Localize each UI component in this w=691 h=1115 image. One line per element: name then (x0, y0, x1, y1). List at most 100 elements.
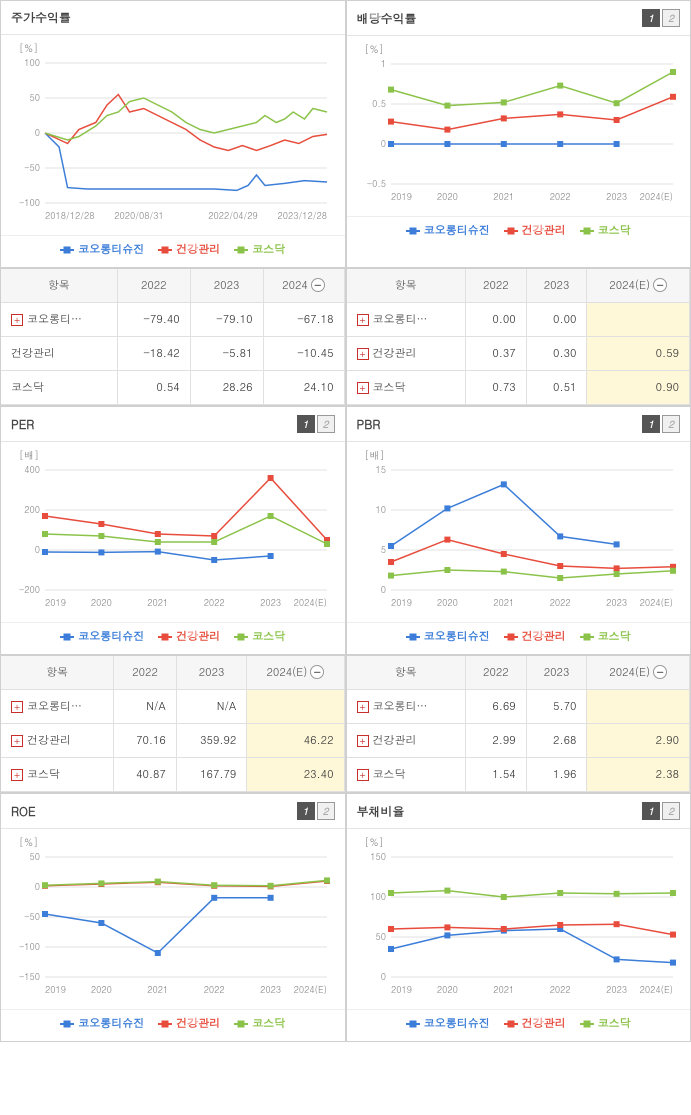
svg-text:100: 100 (24, 56, 40, 69)
svg-text:2023: 2023 (260, 596, 281, 609)
legend-item: 코스닥 (580, 1016, 631, 1031)
tab-1[interactable]: 1 (297, 415, 315, 433)
row-label: +코오롱티… (347, 303, 466, 337)
tab-1[interactable]: 1 (642, 802, 660, 820)
cell: 23.40 (247, 758, 344, 792)
cell: -18.42 (117, 337, 190, 371)
expand-icon[interactable]: + (357, 735, 369, 747)
legend-swatch (580, 230, 594, 232)
tab-2[interactable]: 2 (317, 802, 335, 820)
svg-text:-50: -50 (24, 910, 40, 923)
expand-icon[interactable]: + (11, 735, 23, 747)
svg-text:2022: 2022 (549, 983, 570, 996)
svg-text:-100: -100 (19, 196, 40, 209)
row-label: +코스닥 (347, 758, 466, 792)
col-header: 2023 (176, 656, 246, 690)
cell: 1.54 (466, 758, 527, 792)
legend-label: 코오롱티슈진 (78, 629, 144, 644)
tab-2[interactable]: 2 (662, 9, 680, 27)
panel-title: ROE (11, 803, 36, 820)
view-tabs: 12 (642, 415, 680, 433)
collapse-icon[interactable]: − (653, 278, 667, 292)
svg-text:0: 0 (35, 126, 40, 139)
table-row: +코스닥40.87167.7923.40 (1, 758, 344, 792)
cell: 24.10 (263, 371, 344, 405)
cell: 5.70 (526, 690, 587, 724)
expand-icon[interactable]: + (357, 314, 369, 326)
legend-swatch (60, 1023, 74, 1025)
svg-text:2023: 2023 (606, 983, 627, 996)
legend-label: 코오롱티슈진 (78, 242, 144, 257)
chart-legend: 코오롱티슈진건강관리코스닥 (1, 235, 345, 267)
collapse-icon[interactable]: − (653, 665, 667, 679)
chart-panel-per: PER 12 [배]-2000200400201920202021202220232… (0, 406, 346, 655)
row-label: +건강관리 (347, 724, 466, 758)
data-table: 항목202220232024(E)−+코오롱티…0.000.00+건강관리0.3… (347, 269, 691, 405)
cell (247, 690, 344, 724)
legend-swatch (504, 230, 518, 232)
table-panel-t4: 항목202220232024(E)−+코오롱티…6.695.70+건강관리2.9… (346, 655, 691, 793)
tab-2[interactable]: 2 (317, 415, 335, 433)
legend-swatch (580, 636, 594, 638)
svg-text:2021: 2021 (493, 983, 514, 996)
panel-header: 주가수익률 (1, 1, 345, 35)
view-tabs: 12 (642, 9, 680, 27)
expand-icon[interactable]: + (357, 701, 369, 713)
col-header: 항목 (1, 269, 117, 303)
cell: 70.16 (114, 724, 177, 758)
cell: 0.51 (526, 371, 587, 405)
legend-item: 코오롱티슈진 (406, 1016, 490, 1031)
svg-text:2022: 2022 (204, 983, 225, 996)
svg-text:2024(E): 2024(E) (639, 190, 672, 203)
svg-text:0: 0 (380, 137, 385, 150)
svg-text:2021: 2021 (147, 983, 168, 996)
svg-text:2024(E): 2024(E) (639, 596, 672, 609)
svg-text:0.5: 0.5 (372, 97, 386, 110)
svg-text:2020: 2020 (436, 190, 457, 203)
chart-unit: [%] (7, 41, 339, 55)
tab-1[interactable]: 1 (642, 9, 660, 27)
svg-text:2023: 2023 (606, 596, 627, 609)
panel-title: PER (11, 416, 34, 433)
svg-text:2020: 2020 (436, 596, 457, 609)
legend-item: 건강관리 (158, 242, 220, 257)
row-label: +코오롱티… (1, 690, 114, 724)
tab-2[interactable]: 2 (662, 802, 680, 820)
view-tabs: 12 (297, 415, 335, 433)
legend-item: 코스닥 (580, 223, 631, 238)
expand-icon[interactable]: + (357, 348, 369, 360)
svg-text:2020/08/31: 2020/08/31 (114, 209, 163, 222)
expand-icon[interactable]: + (357, 382, 369, 394)
legend-item: 건강관리 (504, 223, 566, 238)
legend-swatch (580, 1023, 594, 1025)
collapse-icon[interactable]: − (310, 665, 324, 679)
legend-swatch (60, 636, 74, 638)
expand-icon[interactable]: + (357, 769, 369, 781)
svg-text:2022/04/29: 2022/04/29 (208, 209, 257, 222)
expand-icon[interactable]: + (11, 314, 23, 326)
col-header: 항목 (1, 656, 114, 690)
expand-icon[interactable]: + (11, 769, 23, 781)
legend-item: 코오롱티슈진 (60, 242, 144, 257)
col-header: 2023 (526, 269, 587, 303)
legend-item: 코스닥 (234, 629, 285, 644)
tab-1[interactable]: 1 (297, 802, 315, 820)
table-row: +건강관리2.992.682.90 (347, 724, 690, 758)
chart-legend: 코오롱티슈진건강관리코스닥 (347, 216, 691, 248)
tab-1[interactable]: 1 (642, 415, 660, 433)
panel-title: 배당수익률 (357, 10, 417, 27)
legend-label: 코스닥 (598, 1016, 631, 1031)
cell: 359.92 (176, 724, 246, 758)
table-row: +건강관리0.370.300.59 (347, 337, 690, 371)
table-row: +건강관리70.16359.9246.22 (1, 724, 344, 758)
col-header: 2022 (117, 269, 190, 303)
cell: 2.68 (526, 724, 587, 758)
collapse-icon[interactable]: − (311, 278, 325, 292)
legend-swatch (158, 636, 172, 638)
chart-panel-dividend: 배당수익률12[%]-0.500.51201920202021202220232… (346, 0, 691, 268)
col-header: 2024− (263, 269, 344, 303)
chart-area: [배]-2000200400201920202021202220232024(E… (1, 442, 345, 618)
expand-icon[interactable]: + (11, 701, 23, 713)
tab-2[interactable]: 2 (662, 415, 680, 433)
view-tabs: 12 (297, 802, 335, 820)
